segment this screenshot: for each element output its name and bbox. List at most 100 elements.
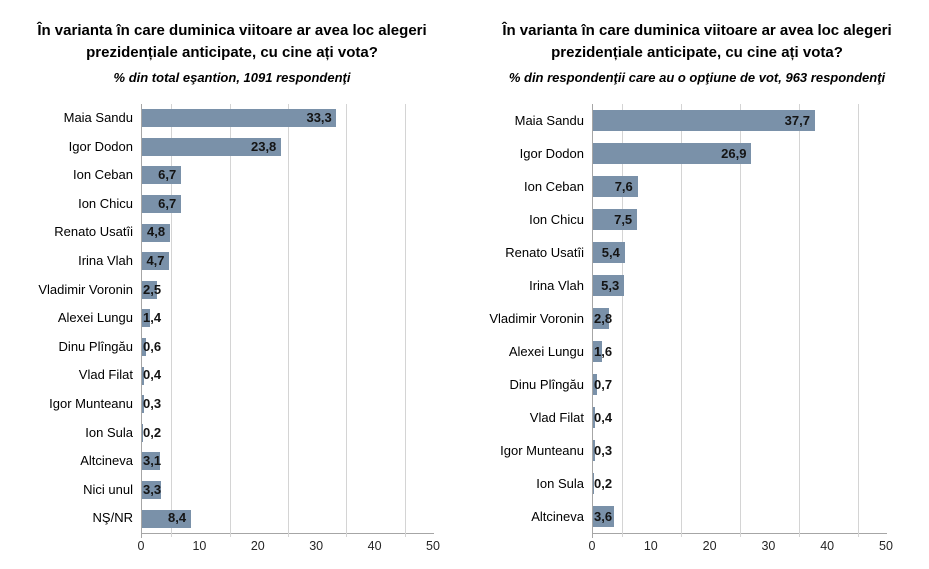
category-label: Dinu Plîngău bbox=[509, 377, 584, 392]
category-label: Renato Usatîi bbox=[54, 224, 133, 240]
bar-value-label: 0,2 bbox=[143, 424, 162, 440]
bar bbox=[142, 338, 146, 357]
bar bbox=[142, 481, 162, 500]
category-label: Igor Dodon bbox=[68, 138, 133, 154]
x-axis-tick-label: 50 bbox=[879, 539, 893, 553]
bar-row: 3,6 bbox=[593, 500, 887, 533]
y-axis-tick bbox=[592, 533, 593, 538]
bar-value-label: 0,6 bbox=[143, 338, 162, 354]
x-axis-tick-label: 40 bbox=[820, 539, 835, 553]
category-label: Vladimir Voronin bbox=[38, 281, 133, 297]
bar bbox=[593, 440, 595, 461]
bar bbox=[142, 452, 161, 471]
bar-value-label: 0,2 bbox=[594, 476, 613, 491]
bar-row: 2,5 bbox=[142, 276, 434, 305]
bar-row: 7,6 bbox=[593, 170, 887, 203]
bar bbox=[593, 275, 625, 296]
bar-row: 0,2 bbox=[593, 467, 887, 500]
bar bbox=[142, 166, 182, 185]
bar-row: 0,3 bbox=[593, 434, 887, 467]
bar bbox=[142, 366, 145, 385]
bar bbox=[142, 280, 157, 299]
category-label: Ion Chicu bbox=[529, 212, 584, 227]
chart-voters-with-option: În varianta în care duminica viitoare ar… bbox=[465, 0, 929, 569]
category-label: Nici unul bbox=[83, 481, 133, 497]
bar-value-label: 4,7 bbox=[146, 253, 165, 268]
gridline bbox=[171, 104, 173, 537]
bar-row: 2,8 bbox=[593, 302, 887, 335]
bar bbox=[593, 176, 638, 197]
bar-value-label: 3,6 bbox=[594, 509, 613, 524]
bar-row: 5,4 bbox=[593, 236, 887, 269]
x-axis-tick-label: 10 bbox=[643, 539, 658, 553]
plot-area: 33,3 23,8 6,7 6,7 4,8 4,7 2,5 1,4 0,6 0,4 0,3 0,2 3,… bbox=[141, 104, 434, 538]
chart-title: În varianta în care duminica viitoare ar… bbox=[37, 22, 427, 62]
x-axis-tick-label: 30 bbox=[309, 539, 324, 553]
bar-row: 33,3 bbox=[142, 104, 434, 133]
category-label: Alexei Lungu bbox=[57, 310, 133, 326]
bar-row: 6,7 bbox=[142, 161, 434, 190]
bar-value-label: 0,3 bbox=[143, 396, 162, 411]
bar-value-label: 8,4 bbox=[168, 510, 187, 526]
category-label: Maia Sandu bbox=[514, 113, 584, 128]
bar bbox=[142, 195, 182, 214]
x-axis-tick-label: 30 bbox=[761, 539, 776, 553]
bar-value-label: 5,4 bbox=[601, 245, 620, 260]
gridline bbox=[857, 104, 859, 537]
category-label: Ion Sula bbox=[85, 424, 133, 440]
bar-row: 0,7 bbox=[593, 368, 887, 401]
bar bbox=[142, 109, 337, 128]
x-axis-tick-label: 0 bbox=[588, 539, 596, 553]
gridline bbox=[288, 104, 289, 537]
chart-total-sample: În varianta în care duminica viitoare ar… bbox=[0, 0, 464, 569]
category-label: Vlad Filat bbox=[529, 410, 584, 425]
bar-row: 1,4 bbox=[142, 304, 434, 333]
y-axis-tick bbox=[141, 533, 142, 538]
bar-row: 3,3 bbox=[142, 476, 434, 505]
bar-row: 3,1 bbox=[142, 447, 434, 476]
x-axis-tick-label: 0 bbox=[137, 539, 145, 553]
bar-value-label: 1,4 bbox=[143, 310, 162, 326]
bar bbox=[142, 137, 281, 156]
gridline bbox=[346, 104, 348, 537]
bar-row: 4,7 bbox=[142, 247, 434, 276]
bar bbox=[142, 223, 171, 242]
bar-value-label: 0,4 bbox=[143, 367, 162, 383]
bar bbox=[593, 374, 598, 395]
category-label: Alexei Lungu bbox=[508, 344, 584, 359]
bar-value-label: 0,7 bbox=[594, 377, 613, 392]
x-axis-tick-label: 20 bbox=[702, 539, 717, 553]
bar-value-label: 7,5 bbox=[614, 212, 633, 227]
category-label: Vlad Filat bbox=[78, 367, 133, 383]
chart-subtitle: % din total eşantion, 1091 respondenţi bbox=[113, 70, 351, 85]
bar bbox=[593, 341, 603, 362]
bar-value-label: 37,7 bbox=[784, 113, 810, 128]
bar-row: 7,5 bbox=[593, 203, 887, 236]
bar-row: 6,7 bbox=[142, 190, 434, 219]
x-axis-tick-label: 40 bbox=[367, 539, 382, 553]
gridline bbox=[798, 104, 800, 537]
bar bbox=[593, 242, 625, 263]
bar-value-label: 6,7 bbox=[158, 167, 177, 183]
bar-row: 8,4 bbox=[142, 504, 434, 533]
bar bbox=[142, 509, 192, 528]
category-label: Irina Vlah bbox=[78, 253, 133, 268]
x-axis-tick-label: 10 bbox=[192, 539, 207, 553]
gridline bbox=[622, 104, 624, 537]
bar bbox=[593, 308, 610, 329]
bar-value-label: 23,8 bbox=[250, 138, 277, 154]
bar-value-label: 26,9 bbox=[721, 146, 747, 161]
bar-value-label: 7,6 bbox=[614, 179, 633, 194]
bar-row: 5,3 bbox=[593, 269, 887, 302]
bar bbox=[593, 407, 596, 428]
bar-row: 23,8 bbox=[142, 133, 434, 162]
bar bbox=[593, 143, 752, 164]
bar bbox=[593, 473, 595, 494]
bar-value-label: 33,3 bbox=[306, 110, 332, 125]
category-label: NŞ/NR bbox=[92, 510, 133, 526]
bar bbox=[142, 423, 144, 442]
category-label: Altcineva bbox=[531, 509, 584, 524]
category-label: Renato Usatîi bbox=[505, 245, 584, 260]
bar-value-label: 1,6 bbox=[594, 344, 613, 359]
bar bbox=[142, 395, 144, 414]
